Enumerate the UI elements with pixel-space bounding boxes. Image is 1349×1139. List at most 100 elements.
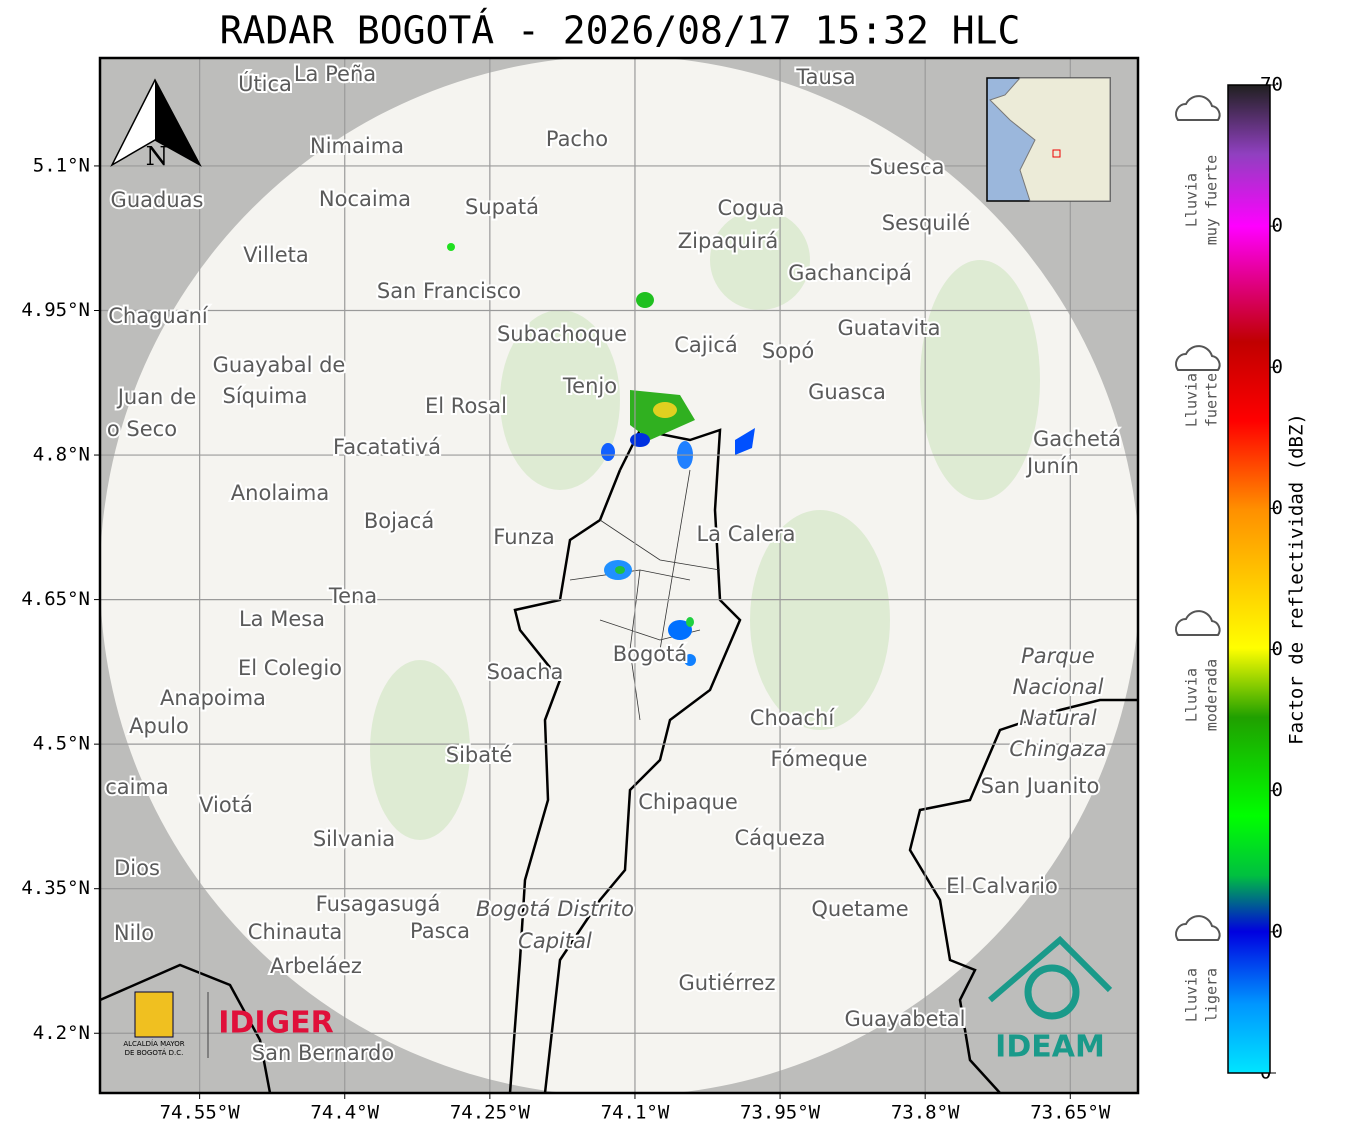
y-tick-label: 5.1°N [33, 154, 90, 176]
place-label: Junín [1025, 454, 1079, 478]
x-tick-label: 73.8°W [891, 1102, 960, 1124]
ideam-logo: IDEAM [995, 1030, 1105, 1065]
place-label: Nimaima [310, 134, 404, 158]
place-label: Tausa [795, 65, 855, 89]
place-label: El Rosal [425, 394, 507, 418]
place-label: Tena [328, 584, 377, 608]
district-label: Capital [518, 929, 592, 953]
place-label: Síquima [223, 384, 308, 408]
place-label: Dios [114, 856, 160, 880]
place-label: Nocaima [319, 187, 411, 211]
alcaldia-text: ALCALDÍA MAYOR [123, 1039, 184, 1048]
place-label: Gachetá [1033, 427, 1121, 451]
place-label: La Peña [294, 62, 376, 86]
place-label: Suesca [870, 155, 945, 179]
places: Útica La Peña Tausa Pacho Nimaima Guaduas Noca… [103, 60, 1123, 1067]
inset-land [989, 77, 1111, 202]
x-tick-label: 74.25°W [450, 1102, 531, 1124]
place-label: Chinauta [248, 920, 342, 944]
place-label: San Bernardo [252, 1041, 394, 1065]
place-label: Zipaquirá [678, 229, 778, 253]
x-tick-label: 74.1°W [601, 1102, 670, 1124]
place-label: Guaduas [111, 188, 204, 212]
place-label: Bojacá [364, 509, 434, 533]
rain-label: ligera [1203, 968, 1221, 1022]
axes: 74.55°W 74.4°W 74.25°W 74.1°W 73.95°W 73.8°W 7… [21, 74, 1283, 1124]
place-label: Pacho [546, 127, 608, 151]
rain-label: Lluvia [1183, 173, 1201, 227]
place-label: Anolaima [231, 481, 329, 505]
park-label: Natural [1019, 706, 1097, 730]
place-label: La Mesa [239, 607, 325, 631]
place-label: San Francisco [377, 279, 521, 303]
colorbar-label: Factor de reflectividad (dBZ) [1286, 413, 1308, 745]
place-label: El Calvario [946, 874, 1058, 898]
place-label: Cogua [717, 196, 784, 220]
place-label: Nilo [114, 921, 154, 945]
place-label: Sopó [762, 339, 814, 363]
place-label: Subachoque [497, 322, 627, 346]
alcaldia-text: DE BOGOTÁ D.C. [125, 1048, 184, 1057]
rain-icon [1175, 95, 1221, 121]
place-label: Guasca [808, 380, 886, 404]
place-label: Gutiérrez [679, 971, 776, 995]
place-label: Guayabetal [845, 1007, 966, 1031]
place-label: Tenjo [562, 374, 617, 398]
y-tick-label: 4.35°N [21, 877, 90, 899]
y-tick-label: 4.2°N [33, 1022, 90, 1044]
place-label: Gachancipá [788, 261, 912, 285]
place-label: Guayabal de [213, 353, 346, 377]
place-label: Sibaté [446, 743, 513, 767]
alcaldia-shield [134, 991, 174, 1038]
place-label: Juan de [116, 385, 197, 409]
rain-label: Lluvia [1183, 968, 1201, 1022]
x-tick-label: 73.65°W [1030, 1102, 1111, 1124]
ideam-swirl [1024, 964, 1080, 1020]
place-label: Cajicá [674, 333, 738, 357]
place-label: San Juanito [981, 774, 1100, 798]
place-label: Villeta [243, 243, 308, 267]
place-label: Apulo [129, 714, 189, 738]
x-tick-label: 73.95°W [740, 1102, 821, 1124]
place-label: El Colegio [238, 656, 342, 680]
place-label: Chipaque [638, 790, 738, 814]
rain-label: Lluvia [1183, 373, 1201, 427]
place-label: Cáqueza [735, 826, 826, 850]
grid [100, 58, 1138, 1093]
place-label: Quetame [811, 897, 908, 921]
place-label: Arbeláez [270, 954, 362, 978]
y-tick-label: 4.8°N [33, 444, 90, 466]
north-label: N [146, 142, 169, 172]
park-label: Nacional [1013, 675, 1104, 699]
title: RADAR BOGOTÁ - 2026/08/17 15:32 HLC [220, 9, 1021, 53]
place-label: Guatavita [838, 316, 941, 340]
rain-label: Lluvia [1183, 668, 1201, 722]
x-tick-label: 74.4°W [310, 1102, 379, 1124]
district-label: Bogotá Distrito [476, 897, 634, 921]
north-arrow-dark [155, 80, 200, 165]
terrain [370, 210, 1040, 840]
y-tick-label: 4.95°N [21, 299, 90, 321]
place-label: Viotá [199, 793, 253, 817]
rain-label: fuerte [1203, 373, 1221, 427]
place-label: caima [105, 775, 169, 799]
ideam-roof [988, 935, 1113, 1003]
y-tick-label: 4.65°N [21, 588, 90, 610]
place-label: Choachí [750, 706, 836, 730]
place-label: Anapoima [160, 686, 266, 710]
place-label: Bogotá [613, 642, 688, 666]
park-label: Parque [1021, 644, 1095, 668]
x-tick-label: 74.55°W [160, 1102, 241, 1124]
map-frame [98, 56, 1140, 1095]
boundaries [100, 428, 1138, 1093]
place-label: Útica [238, 71, 292, 96]
idiger-logo: IDIGER [218, 1006, 333, 1041]
rain-label: muy fuerte [1203, 155, 1221, 245]
inset-marker [1052, 149, 1061, 158]
rain-icon [1175, 915, 1221, 941]
place-label: Fusagasugá [316, 892, 441, 916]
place-label: Pasca [410, 919, 470, 943]
place-label: Fómeque [770, 747, 867, 771]
